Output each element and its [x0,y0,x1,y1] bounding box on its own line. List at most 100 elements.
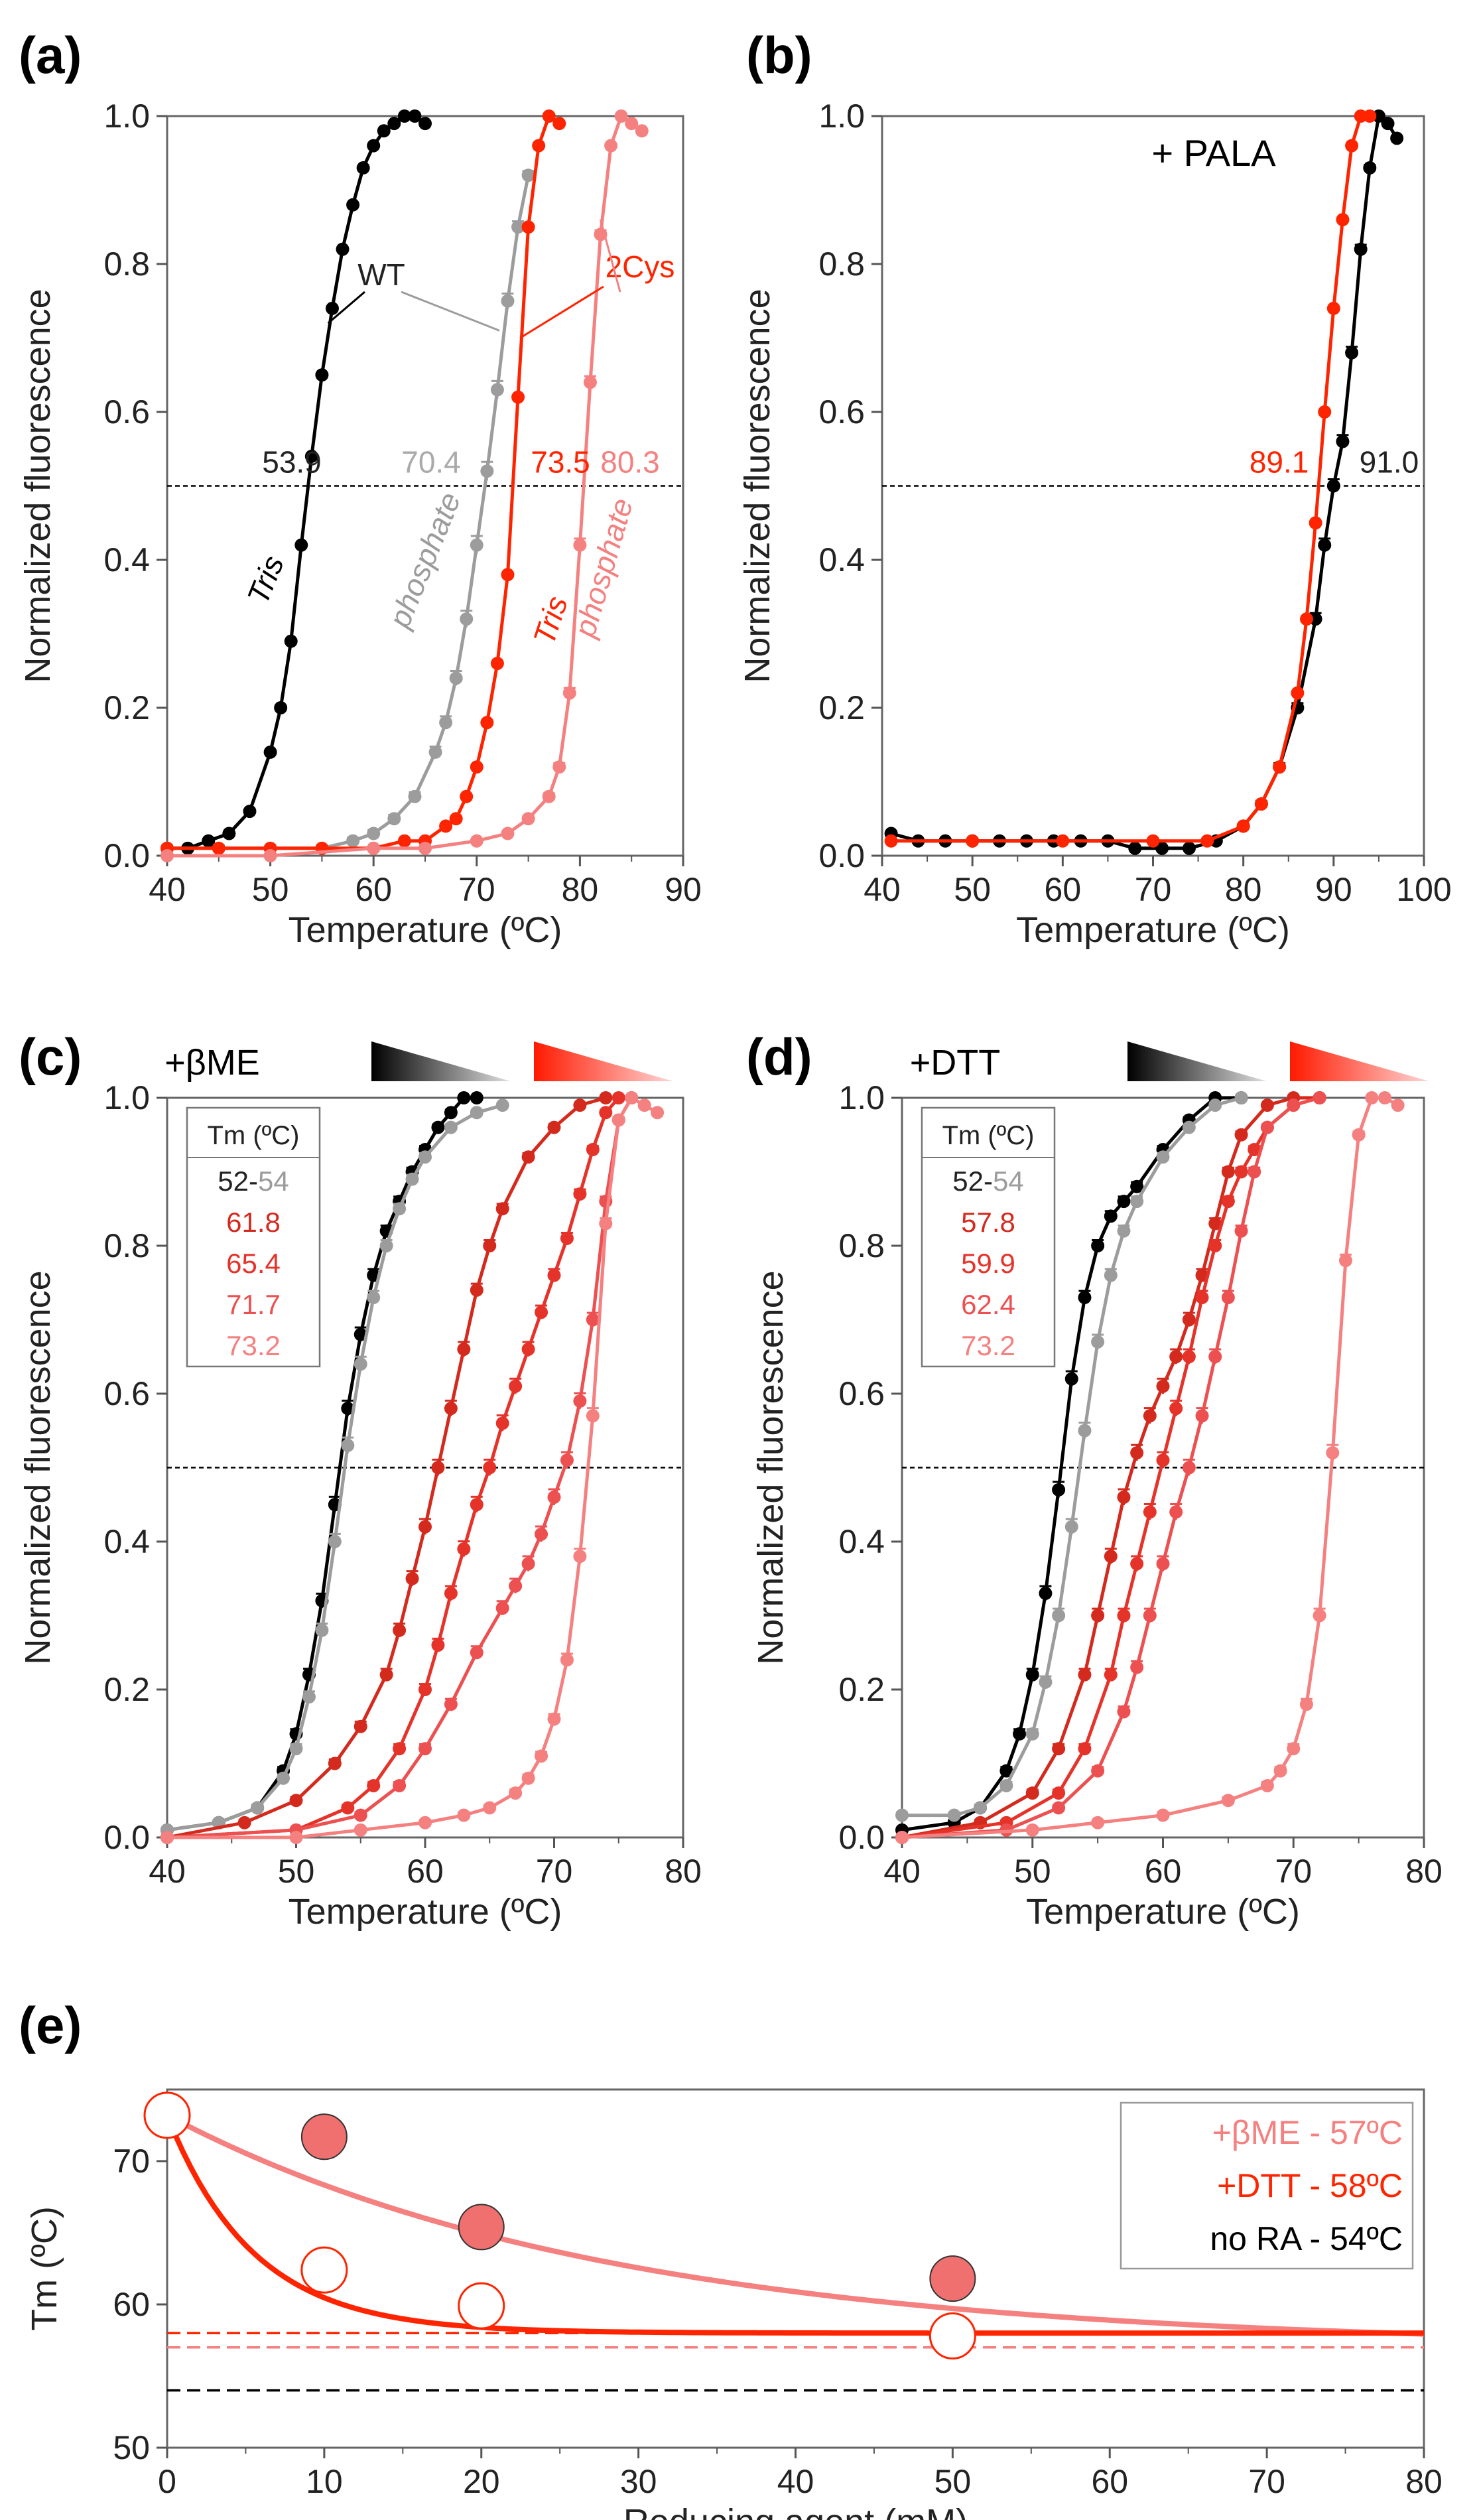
data-point [418,117,432,131]
tm-label: 53.9 [262,445,322,480]
data-point-dtt [143,2091,191,2139]
x-tick-label: 40 [149,1853,186,1890]
data-point [1248,1165,1261,1179]
data-point [356,161,370,175]
data-point [651,1106,665,1120]
data-point [1130,1195,1144,1209]
data-point [367,1778,381,1792]
x-tick-label: 40 [149,871,186,908]
data-point [547,1712,561,1726]
data-point [418,1742,432,1756]
data-point [1156,1150,1170,1164]
y-tick-label: 0.6 [838,1375,885,1412]
annotation-wt: WT [357,257,405,292]
data-point [535,1749,548,1763]
data-point [1078,1742,1092,1756]
data-point [1208,1217,1222,1230]
data-point [367,139,381,153]
data-point [611,1113,625,1127]
legend-entry-wt-low: 52 [952,1165,984,1197]
data-point [393,1778,407,1792]
data-point [251,1801,265,1815]
data-point [405,1571,419,1585]
panel-b: (b) 40 50 60 70 80 90 100 0.0 0.2 0.4 0.6 0.8 1.0 Temp… [738,26,1452,950]
data-point [947,1808,961,1822]
data-point [1104,1209,1118,1223]
data-point [521,812,535,826]
data-point [614,109,628,123]
y-tick-label: 1.0 [103,98,150,135]
data-point [263,745,277,759]
legend-entry-wt-high: 54 [993,1165,1024,1197]
data-point [460,612,474,626]
data-point [521,1557,535,1571]
data-point [1345,139,1359,153]
data-point [599,1106,613,1120]
data-point [1313,1609,1326,1623]
data-point [966,834,980,848]
x-axis-label: Temperature (ºC) [1016,910,1290,950]
data-point [1130,1179,1144,1193]
data-point [1287,1098,1301,1112]
data-point [1391,1098,1405,1112]
data-point [490,383,504,397]
data-point [1039,1675,1053,1689]
data-point [289,1742,303,1756]
data-point [521,1150,535,1164]
data-point [1052,1483,1066,1496]
data-point [480,464,494,478]
data-point [289,1794,303,1808]
data-point [1338,1254,1352,1268]
data-point [573,1098,587,1112]
y-axis-label: Normalized fluorescence [751,1270,791,1664]
data-point [1078,1291,1092,1305]
data-point [1365,1091,1379,1104]
data-point [1182,1350,1196,1364]
data-point [521,168,535,182]
y-tick-label: 0.4 [103,1523,150,1560]
data-point [457,1808,471,1822]
data-point [509,1579,523,1593]
panel-label: (a) [19,26,82,84]
data-point [535,1527,548,1541]
data-point [1336,213,1350,227]
y-tick-label: 0.0 [103,837,150,874]
legend-entry: 57.8 [961,1207,1015,1238]
data-point [1287,1742,1301,1756]
data-point [1091,1239,1105,1252]
y-tick-label: 0.4 [838,1523,885,1560]
y-axis-label: Normalized fluorescence [18,1270,58,1664]
data-point [212,841,225,855]
data-point [895,1831,909,1844]
data-point [1182,1461,1196,1475]
data-point [1156,1557,1170,1571]
data-point [1078,1668,1092,1682]
data-point [328,1757,342,1770]
legend-entry: 61.8 [226,1207,281,1238]
panel-d: (d) 40 50 60 70 80 0.0 0.2 0.4 0.6 0.8 1.0 Temperatu… [746,1028,1443,1932]
data-point [535,1305,548,1319]
data-point [1025,1727,1039,1741]
data-point [583,375,597,389]
data-point [341,1801,355,1815]
data-point [263,849,277,862]
data-point [304,449,318,463]
data-point [895,1808,909,1822]
data-point [573,1394,587,1408]
data-point [243,805,257,819]
x-tick-label: 50 [934,2463,972,2500]
data-point [1195,1409,1209,1423]
data-point [1299,612,1313,626]
data-point [341,1402,355,1416]
data-point [1234,1091,1248,1104]
data-point [511,220,525,234]
data-point [1064,1372,1078,1386]
data-point [367,827,381,840]
data-point [547,1268,561,1282]
data-point-bme [929,2255,976,2302]
data-point [1064,1520,1078,1534]
data-point [560,1453,574,1467]
data-point [542,789,556,803]
data-point [1326,301,1340,315]
data-point [573,1550,587,1563]
